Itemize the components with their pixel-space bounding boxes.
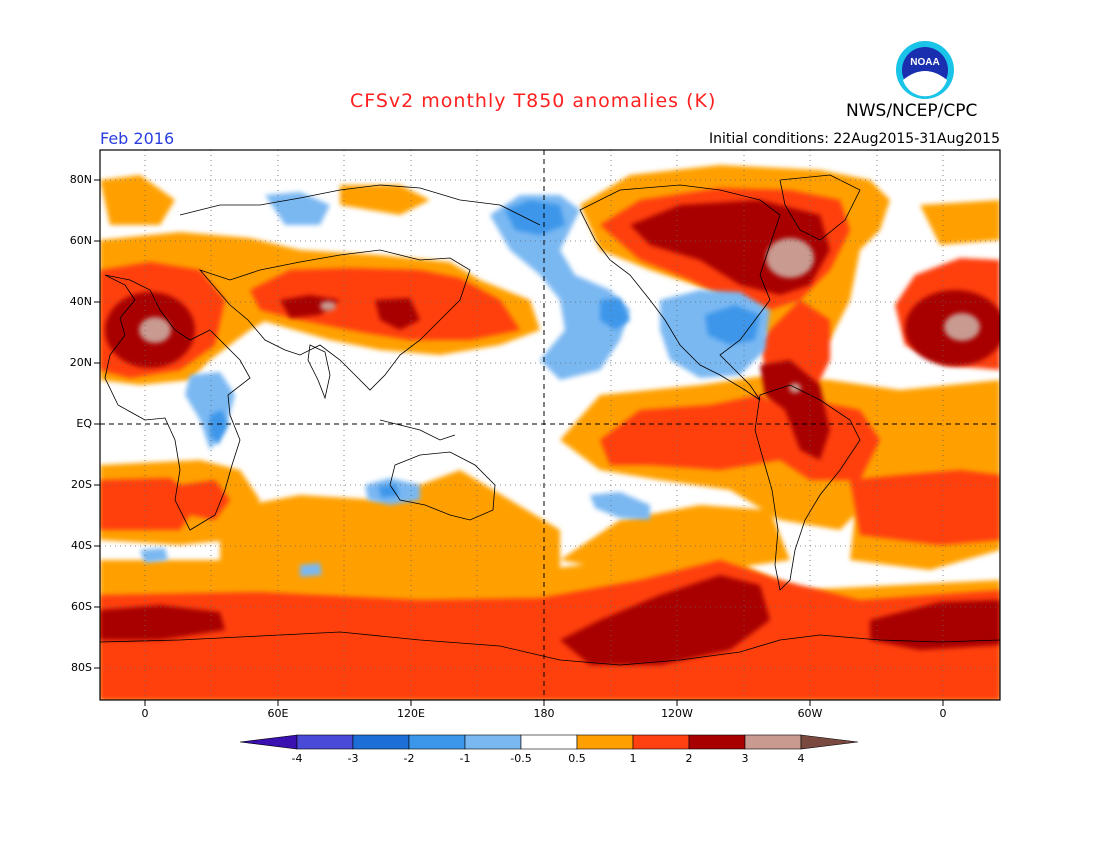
map-frame xyxy=(99,149,1001,701)
lat-label: 40S xyxy=(71,539,92,552)
initial-conditions: Initial conditions: 22Aug2015-31Aug2015 xyxy=(709,131,1000,147)
colorbar-label: 0.5 xyxy=(568,752,586,765)
colorbar-label: 1 xyxy=(629,752,637,765)
lat-label: 80N xyxy=(69,173,92,186)
lat-label: EQ xyxy=(76,417,92,430)
lon-label: 0 xyxy=(141,707,149,720)
lon-label: 0 xyxy=(939,707,947,720)
graticule xyxy=(100,150,1000,700)
noaa-logo-text: NOAA xyxy=(910,57,939,68)
lat-label: 20N xyxy=(69,356,92,369)
noaa-logo-icon: NOAA xyxy=(896,41,954,99)
lon-label: 180 xyxy=(533,707,555,720)
lat-label: 60N xyxy=(69,234,92,247)
forecast-period: Feb 2016 xyxy=(100,129,175,148)
coastlines xyxy=(100,174,1000,666)
axis-ticks xyxy=(94,179,944,706)
anomaly-field xyxy=(100,150,1000,700)
colorbar-label: -2 xyxy=(403,752,415,765)
colorbar-label: 4 xyxy=(797,752,805,765)
map-title: CFSv2 monthly T850 anomalies (K) xyxy=(350,90,717,112)
lat-label: 40N xyxy=(69,295,92,308)
colorbar-label: -3 xyxy=(347,752,359,765)
colorbar-label: 2 xyxy=(685,752,693,765)
lon-label: 120E xyxy=(397,707,425,720)
agency-label: NWS/NCEP/CPC xyxy=(846,101,978,121)
anomaly-blue-regions xyxy=(210,200,760,498)
colorbar-label: -4 xyxy=(291,752,303,765)
lon-label: 120W xyxy=(661,707,693,720)
lon-label: 60W xyxy=(797,707,823,720)
anomaly-tan-regions xyxy=(139,238,980,393)
colorbar-label: 3 xyxy=(741,752,749,765)
lat-label: 20S xyxy=(71,478,92,491)
lat-label: 80S xyxy=(71,661,92,674)
lon-label: 60E xyxy=(267,707,289,720)
colorbar-label: -0.5 xyxy=(510,752,532,765)
lat-label: 60S xyxy=(71,600,92,613)
colorbar-label: -1 xyxy=(459,752,471,765)
